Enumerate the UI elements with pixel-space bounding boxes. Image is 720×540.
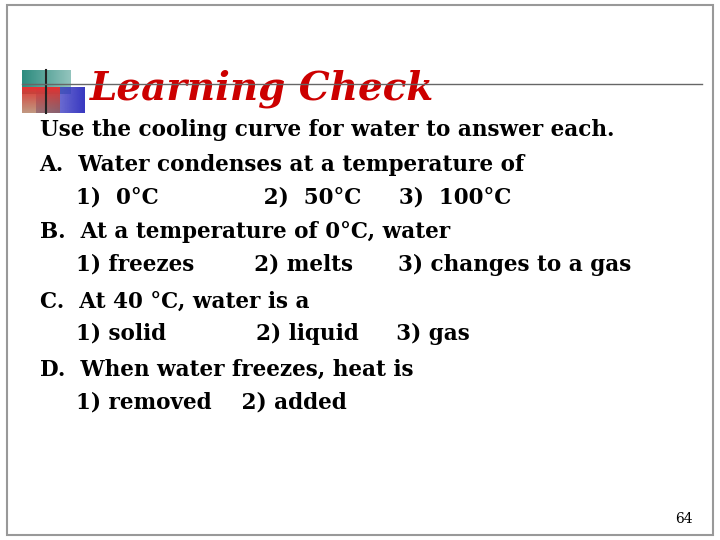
Text: 1) removed    2) added: 1) removed 2) added — [76, 392, 346, 413]
Text: 1)  0°C              2)  50°C     3)  100°C: 1) 0°C 2) 50°C 3) 100°C — [76, 186, 511, 208]
Text: B.  At a temperature of 0°C, water: B. At a temperature of 0°C, water — [40, 221, 450, 243]
Text: Use the cooling curve for water to answer each.: Use the cooling curve for water to answe… — [40, 119, 614, 140]
Text: Learning Check: Learning Check — [89, 69, 434, 107]
Text: 64: 64 — [675, 512, 693, 526]
Text: 1) solid            2) liquid     3) gas: 1) solid 2) liquid 3) gas — [76, 323, 469, 345]
Text: 1) freezes        2) melts      3) changes to a gas: 1) freezes 2) melts 3) changes to a gas — [76, 254, 631, 275]
Text: A.  Water condenses at a temperature of: A. Water condenses at a temperature of — [40, 154, 525, 176]
Text: D.  When water freezes, heat is: D. When water freezes, heat is — [40, 359, 413, 381]
Text: C.  At 40 °C, water is a: C. At 40 °C, water is a — [40, 291, 309, 312]
